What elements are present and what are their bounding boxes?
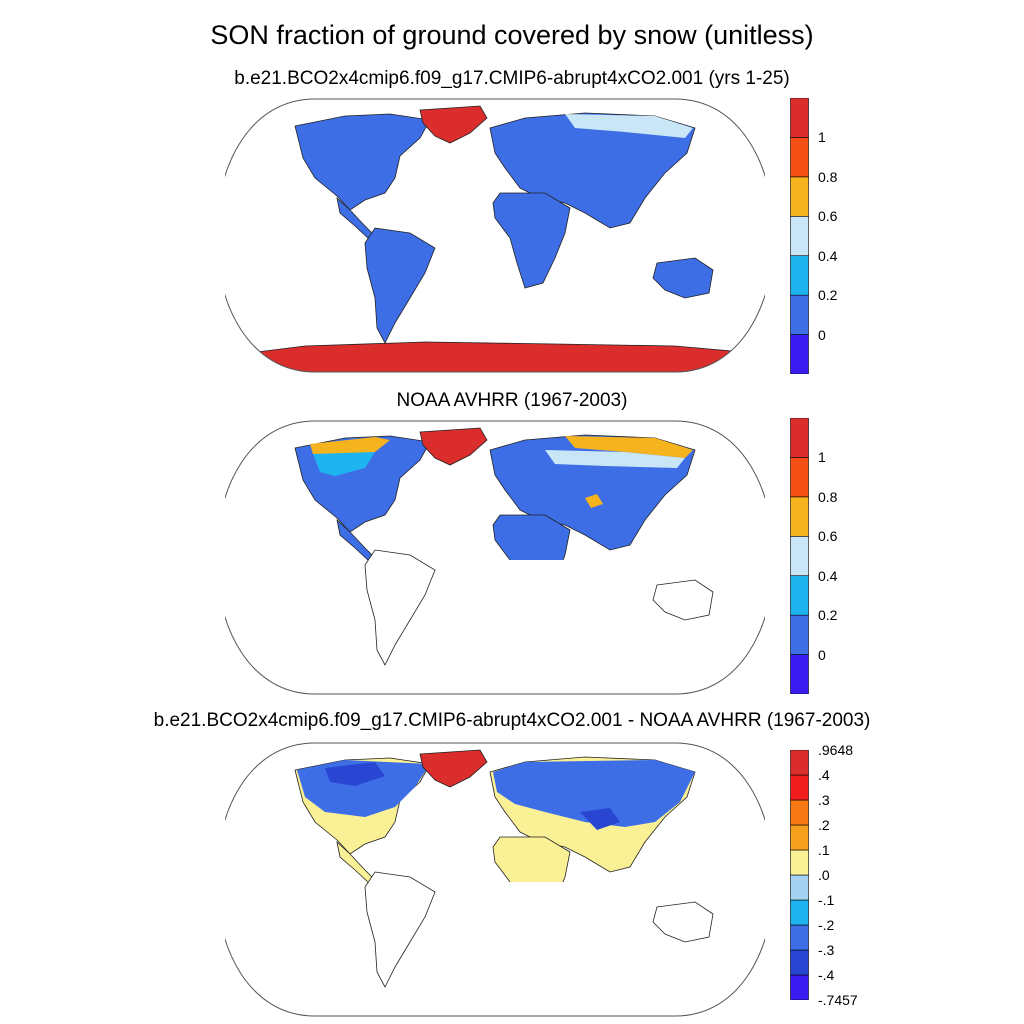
- panel-2-subtitle: NOAA AVHRR (1967-2003): [396, 390, 628, 411]
- colorbar-swatch: [790, 334, 809, 374]
- eurasia-negative-band: [493, 760, 695, 827]
- greenland: [419, 105, 488, 144]
- colorbar-swatch: [790, 294, 809, 335]
- australia: [652, 257, 714, 299]
- na-snow-band: [313, 452, 375, 476]
- colorbar-swatch: [790, 176, 809, 217]
- colorbar-swatch: [790, 496, 809, 537]
- colorbar-tick-label: 1: [818, 129, 826, 146]
- map-panel-difference: [225, 742, 765, 1017]
- antarctica: [225, 341, 765, 372]
- colorbar-tick-label: 0.6: [818, 208, 838, 225]
- greenland: [419, 749, 488, 788]
- colorbar-swatch: [790, 849, 809, 876]
- panel-1-subtitle: b.e21.BCO2x4cmip6.f09_g17.CMIP6-abrupt4x…: [234, 68, 790, 89]
- colorbar-tick-label: -.4: [818, 967, 835, 983]
- colorbar-panel-2: 0 0.2 0.4 0.6 0.8 1: [790, 418, 870, 694]
- colorbar-tick-label: 0.2: [818, 607, 838, 624]
- colorbar-tick-label: .0: [818, 867, 830, 883]
- colorbar-tick-label: -.2: [818, 917, 835, 933]
- colorbar-swatch: [790, 137, 809, 178]
- colorbar-swatch: [790, 750, 809, 776]
- colorbar-swatch: [790, 575, 809, 616]
- colorbar-tick-label: 0: [818, 646, 826, 663]
- colorbar-tick-label: -.7457: [818, 992, 858, 1008]
- colorbar-tick-label: .4: [818, 767, 830, 783]
- colorbar-tick-label: 0.8: [818, 488, 838, 505]
- greenland: [419, 427, 488, 466]
- colorbar-swatch: [790, 924, 809, 951]
- australia: [652, 901, 714, 943]
- colorbar-swatch: [790, 215, 809, 257]
- main-title: SON fraction of ground covered by snow (…: [210, 20, 814, 50]
- map-panel-model: [225, 98, 765, 373]
- tibet-highlight: [585, 494, 603, 508]
- colorbar-swatches: [790, 98, 809, 374]
- colorbar-tick-label: -.1: [818, 892, 835, 908]
- colorbar-swatch: [790, 255, 809, 296]
- colorbar-panel-3: -.7457 -.4 -.3 -.2 -.1 .0 .1 .2 .3 .4 .9648: [790, 742, 870, 1008]
- colorbar-swatch: [790, 949, 809, 976]
- colorbar-swatch: [790, 824, 809, 851]
- eurasia: [489, 112, 696, 229]
- colorbar-swatch: [790, 418, 809, 458]
- panel-3-subtitle: b.e21.BCO2x4cmip6.f09_g17.CMIP6-abrupt4x…: [153, 710, 871, 731]
- colorbar-tick-label: 0.4: [818, 247, 838, 264]
- colorbar-swatch: [790, 774, 809, 801]
- north-america: [294, 113, 431, 211]
- siberia-band: [565, 436, 693, 458]
- south-america: [364, 871, 436, 988]
- colorbar-tick-label: 0.8: [818, 168, 838, 185]
- colorbar-swatch: [790, 614, 809, 655]
- colorbar-swatch: [790, 98, 809, 138]
- south-america: [364, 227, 436, 344]
- colorbar-tick-label: .2: [818, 817, 830, 833]
- colorbar-swatch: [790, 974, 809, 1000]
- colorbar-panel-1: 0 0.2 0.4 0.6 0.8 1: [790, 98, 870, 374]
- colorbar-swatch: [790, 874, 809, 901]
- colorbar-tick-label: -.3: [818, 942, 835, 958]
- south-america: [364, 549, 436, 666]
- australia: [652, 579, 714, 621]
- colorbar-tick-label: .3: [818, 792, 830, 808]
- na-arctic-band: [310, 437, 390, 456]
- colorbar-swatch: [790, 799, 809, 826]
- colorbar-swatch: [790, 899, 809, 926]
- colorbar-tick-label: .9648: [818, 742, 854, 758]
- colorbar-swatches: [790, 750, 809, 1000]
- colorbar-swatch: [790, 535, 809, 577]
- colorbar-tick-label: 1: [818, 449, 826, 466]
- siberia-band: [565, 114, 693, 138]
- colorbar-swatch: [790, 654, 809, 694]
- colorbar-tick-label: .1: [818, 842, 830, 858]
- colorbar-swatches: [790, 418, 809, 694]
- colorbar-tick-label: 0.2: [818, 287, 838, 304]
- map-panel-observation: [225, 420, 765, 695]
- siberia-light-band: [545, 450, 685, 468]
- na-strong-negative: [325, 762, 385, 786]
- colorbar-tick-label: 0: [818, 326, 826, 343]
- colorbar-tick-label: 0.4: [818, 567, 838, 584]
- colorbar-swatch: [790, 457, 809, 498]
- colorbar-tick-label: 0.6: [818, 528, 838, 545]
- africa: [492, 192, 571, 289]
- tibet-strong-negative: [580, 808, 620, 830]
